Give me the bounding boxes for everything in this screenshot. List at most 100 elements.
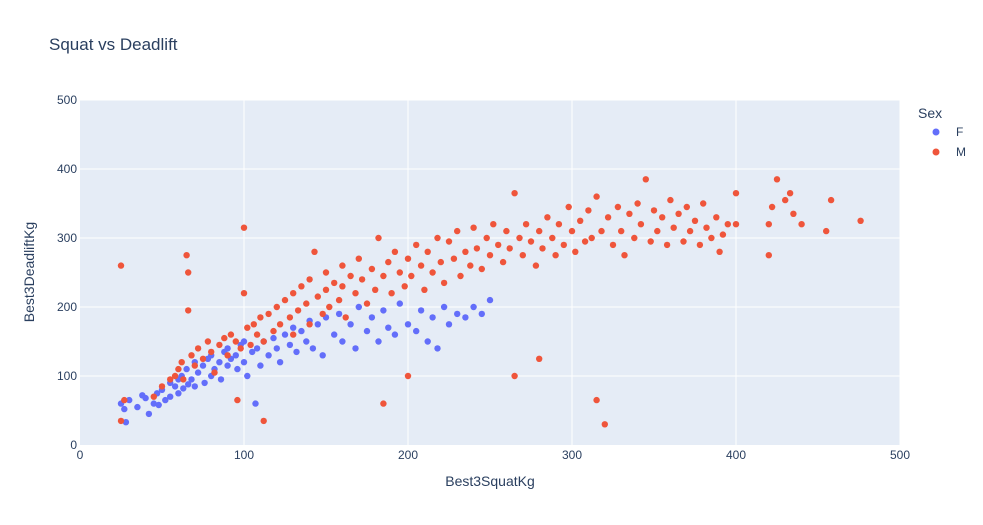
data-point <box>539 245 546 252</box>
data-point <box>691 217 699 224</box>
data-point <box>732 221 740 228</box>
data-point <box>347 272 354 280</box>
data-point <box>429 269 436 276</box>
data-point <box>224 345 231 352</box>
data-point <box>199 362 207 369</box>
data-point <box>117 417 125 425</box>
data-point <box>286 341 294 349</box>
legend[interactable]: Sex FM <box>918 105 966 159</box>
data-point <box>290 331 297 338</box>
data-point <box>614 203 622 211</box>
data-point <box>281 331 289 338</box>
data-point <box>462 248 469 255</box>
data-point <box>257 314 264 321</box>
data-point <box>363 327 371 335</box>
data-point <box>798 221 805 228</box>
data-point <box>270 334 277 342</box>
data-point <box>234 365 241 373</box>
x-tick-label: 200 <box>398 448 418 462</box>
data-point <box>585 207 592 214</box>
data-point <box>306 321 313 328</box>
x-tick-label: 300 <box>562 448 582 462</box>
data-point <box>380 400 387 407</box>
x-tick-label: 400 <box>726 448 746 462</box>
data-point <box>339 283 346 290</box>
data-point <box>424 248 431 255</box>
data-point <box>511 190 518 197</box>
legend-item-f[interactable]: F <box>932 125 964 139</box>
data-point <box>417 307 425 314</box>
data-point <box>642 176 649 183</box>
y-tick-label: 100 <box>57 369 77 383</box>
data-point <box>667 196 674 204</box>
data-point <box>683 203 690 211</box>
data-point <box>244 372 251 380</box>
data-point <box>134 403 141 411</box>
data-point <box>765 221 772 228</box>
legend-item-m[interactable]: M <box>932 145 967 159</box>
data-point <box>335 296 343 304</box>
series-m <box>117 176 864 428</box>
data-point <box>194 369 202 376</box>
y-tick-label: 200 <box>57 300 77 314</box>
data-point <box>663 241 671 249</box>
data-point <box>454 227 461 235</box>
data-point <box>483 234 490 242</box>
data-point <box>339 262 346 269</box>
data-point <box>519 252 526 259</box>
data-point <box>183 252 190 259</box>
y-tick-label: 400 <box>57 162 77 176</box>
data-point <box>440 279 448 287</box>
series-f <box>117 296 494 426</box>
data-point <box>185 381 192 388</box>
data-point <box>647 238 654 245</box>
data-point <box>577 217 584 224</box>
data-point <box>188 376 195 383</box>
data-point <box>506 245 513 252</box>
data-point <box>183 365 190 373</box>
data-point <box>527 238 535 245</box>
data-point <box>150 400 157 407</box>
data-point <box>368 314 376 321</box>
data-point <box>732 190 740 197</box>
data-point <box>232 352 239 359</box>
legend-marker <box>932 148 940 156</box>
data-point <box>126 396 133 404</box>
data-point <box>380 307 387 314</box>
data-point <box>659 214 666 221</box>
data-point <box>322 286 330 293</box>
data-point <box>434 234 441 242</box>
data-point <box>347 321 354 328</box>
data-point <box>782 196 789 204</box>
data-point <box>511 372 518 380</box>
data-point <box>396 300 403 307</box>
y-tick-label: 500 <box>57 93 77 107</box>
data-point <box>178 359 185 366</box>
data-point <box>253 345 261 352</box>
data-point <box>217 376 225 383</box>
data-point <box>823 227 830 235</box>
data-point <box>424 338 431 345</box>
data-point <box>339 338 346 345</box>
data-point <box>457 272 464 280</box>
data-point <box>391 248 399 255</box>
data-point <box>199 355 207 362</box>
data-point <box>680 238 687 245</box>
data-point <box>621 252 628 259</box>
data-point <box>175 365 182 373</box>
data-point <box>121 396 128 404</box>
data-point <box>167 393 174 400</box>
legend-items[interactable]: FM <box>932 125 967 159</box>
data-point <box>167 376 174 383</box>
data-point <box>601 421 608 428</box>
points-layer <box>117 176 864 428</box>
data-point <box>171 372 179 380</box>
data-point <box>429 314 436 321</box>
data-point <box>150 393 157 400</box>
data-point <box>249 348 256 356</box>
data-point <box>719 231 727 238</box>
data-point <box>240 290 248 297</box>
data-point <box>495 241 502 249</box>
data-point <box>224 362 231 369</box>
data-point <box>716 248 723 255</box>
